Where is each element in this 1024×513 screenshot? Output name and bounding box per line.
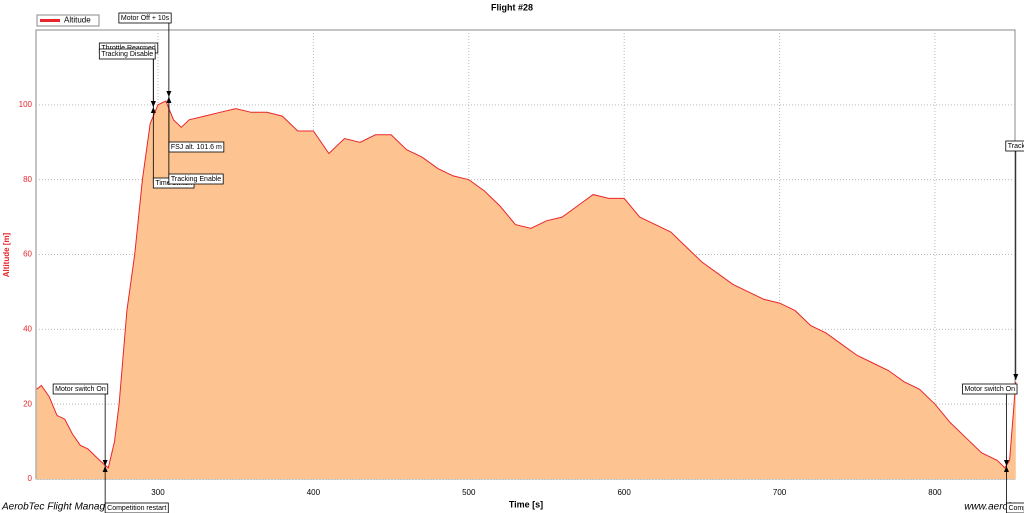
y-tick-label: 80 — [23, 175, 32, 184]
annotation-box — [1006, 502, 1024, 513]
annotation-box — [962, 383, 1018, 395]
y-tick-label: 0 — [28, 474, 33, 483]
annotation-arrow — [1003, 460, 1009, 466]
y-axis-label: Altitude [m] — [2, 232, 11, 277]
annotation-box — [104, 502, 169, 513]
annotation-arrow — [1003, 466, 1009, 472]
x-tick-label: 800 — [928, 488, 942, 497]
annotation-label: Motor switch On — [964, 386, 1015, 393]
annotation-arrow — [102, 460, 108, 466]
annotation-box — [118, 12, 172, 24]
x-tick-label: 400 — [307, 488, 321, 497]
annotation-box — [98, 48, 156, 60]
y-tick-label: 40 — [23, 324, 32, 333]
annotation-arrow — [150, 101, 156, 107]
line — [36, 100, 1017, 469]
annotation-label: Tracking Disable — [101, 51, 153, 58]
x-tick-label: 500 — [462, 488, 476, 497]
x-tick-label: 300 — [151, 488, 165, 497]
x-tick-label: 700 — [773, 488, 787, 497]
annotation-label: Motor Off + 10s — [121, 15, 170, 22]
y-tick-label: 20 — [23, 399, 32, 408]
annotation-label: Motor switch On — [55, 386, 106, 393]
chart-title: Flight #28 — [491, 2, 533, 12]
area — [36, 101, 1016, 479]
annotation-box — [1005, 140, 1024, 152]
annotation-arrow — [150, 107, 156, 113]
annotation-box — [52, 383, 109, 395]
annotation-label: FSJ alt. 101.6 m — [171, 144, 222, 151]
annotation-label: Throttle Rearmed — [101, 45, 156, 52]
legend: Altitude — [36, 14, 100, 27]
annotation-label: Competition restart — [107, 505, 166, 512]
annotation-arrow — [166, 91, 172, 97]
x-axis-label: Time [s] — [509, 499, 543, 509]
annotation-label: Competitio — [1008, 505, 1024, 512]
y-tick-label: 100 — [19, 100, 33, 109]
annotation-arrow — [102, 466, 108, 472]
annotation-box — [168, 173, 224, 185]
annotation-arrow — [1013, 374, 1019, 380]
footer-left: AerobTec Flight Manag — [1, 502, 105, 513]
annotation-label: Tracking — [1008, 143, 1024, 150]
footer-right: www.aerobte — [964, 502, 1022, 513]
legend-box — [36, 14, 100, 27]
annotation-label: Tracking Enable — [171, 176, 221, 183]
annotation-arrow — [166, 97, 172, 103]
x-tick-label: 600 — [617, 488, 631, 497]
y-tick-label: 60 — [23, 250, 32, 259]
legend-label: Altitude — [64, 16, 91, 25]
